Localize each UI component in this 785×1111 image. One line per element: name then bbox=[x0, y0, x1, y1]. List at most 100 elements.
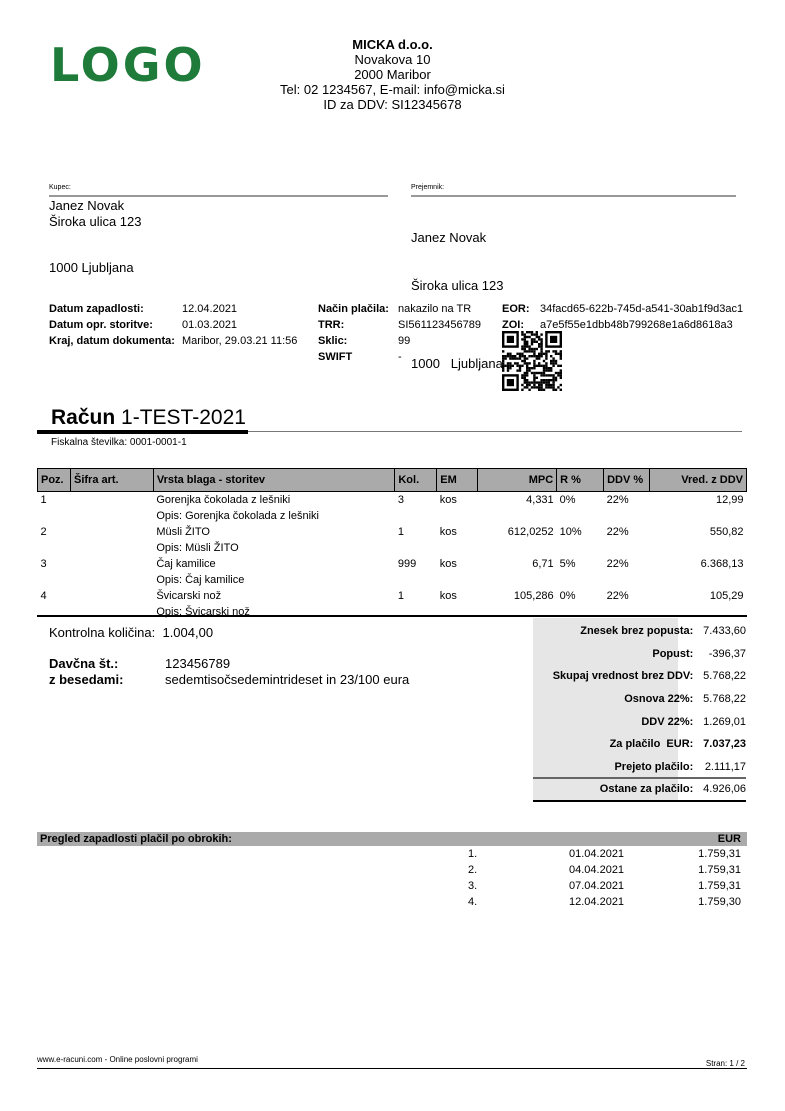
cell-mpc: 105,286 bbox=[513, 589, 554, 602]
service-date: 01.03.2021 bbox=[182, 319, 238, 331]
cell-em: kos bbox=[439, 493, 457, 506]
buyer-street: Široka ulica 123 bbox=[49, 214, 142, 229]
company-info: MICKA d.o.o. Novakova 10 2000 Maribor Te… bbox=[260, 37, 525, 112]
summary-background bbox=[533, 618, 678, 800]
cell-name: Švicarski nož bbox=[156, 589, 222, 602]
summary-value: 5.768,22 bbox=[703, 670, 746, 683]
zoi: a7e5f55e1dbb48b799268e1a6d8618a3 bbox=[540, 319, 733, 331]
buyer-divider bbox=[49, 195, 388, 197]
summary-row: Osnova 22%: 5.768,22 bbox=[533, 688, 746, 711]
summary-label: Prejeto plačilo: bbox=[614, 760, 694, 773]
tax-label: Davčna št.: bbox=[49, 656, 119, 671]
summary-value: 4.926,06 bbox=[703, 783, 746, 796]
qr-code-icon bbox=[502, 331, 562, 391]
summary-bottom-rule bbox=[533, 800, 746, 802]
installments-header: Pregled zapadlosti plačil po obrokih: EU… bbox=[37, 832, 747, 846]
company-vat: ID za DDV: SI12345678 bbox=[323, 97, 462, 112]
footer-divider bbox=[37, 1068, 747, 1069]
cell-name: Müsli ŽITO bbox=[156, 525, 210, 538]
summary-value: 2.111,17 bbox=[704, 760, 746, 773]
cell-description: Opis: Švicarski nož bbox=[156, 605, 250, 618]
installment-date: 04.04.2021 bbox=[569, 864, 625, 876]
header-value: Vred. z DDV bbox=[649, 468, 747, 492]
cell-poz: 4 bbox=[40, 589, 47, 602]
place-label: Kraj, datum dokumenta: bbox=[49, 335, 175, 347]
control-label: Kontrolna količina: bbox=[49, 625, 156, 640]
cell-ddv: 22% bbox=[606, 557, 629, 570]
cell-kol: 999 bbox=[397, 557, 417, 570]
cell-kol: 3 bbox=[397, 493, 404, 506]
header-em: EM bbox=[436, 468, 479, 492]
recipient-label: Prejemnik: bbox=[411, 184, 445, 191]
table-row: 3 Čaj kamilice 999 kos 6,71 5% 22% 6.368,13 bbox=[38, 556, 747, 572]
zoi-label: ZOI: bbox=[502, 319, 524, 331]
cell-sifra bbox=[70, 524, 153, 540]
cell-name: Gorenjka čokolada z lešniki bbox=[156, 493, 291, 506]
invoice-number: 1-TEST-2021 bbox=[121, 406, 246, 429]
installment-number: 4. bbox=[468, 896, 478, 908]
recipient-divider bbox=[411, 195, 736, 197]
table-header: Poz. Šifra art. Vrsta blaga - storitev K… bbox=[37, 468, 747, 492]
summary-label: Popust: bbox=[652, 647, 694, 660]
cell-description: Opis: Gorenjka čokolada z lešniki bbox=[156, 509, 319, 522]
eor: 34facd65-622b-745d-a541-30ab1f9d3ac1 bbox=[540, 303, 744, 315]
cell-r: 10% bbox=[559, 525, 582, 538]
table-row: 2 Müsli ŽITO 1 kos 612,0252 10% 22% 550,82 bbox=[38, 524, 747, 540]
cell-ddv: 22% bbox=[606, 525, 629, 538]
cell-ddv: 22% bbox=[606, 493, 629, 506]
recipient-street: Široka ulica 123 bbox=[411, 278, 504, 293]
cell-em: kos bbox=[439, 589, 457, 602]
meta-labels-2: Način plačila: TRR: Sklic: SWIFT bbox=[318, 301, 389, 365]
installments: Pregled zapadlosti plačil po obrokih: EU… bbox=[37, 832, 747, 912]
installment-row: 3. 07.04.2021 1.759,31 bbox=[37, 880, 747, 896]
summary-row: Prejeto plačilo: 2.111,17 bbox=[533, 756, 746, 779]
cell-name: Čaj kamilice bbox=[156, 557, 216, 570]
cell-mpc: 6,71 bbox=[532, 557, 554, 570]
cell-mpc: 612,0252 bbox=[507, 525, 554, 538]
cell-value: 6.368,13 bbox=[700, 557, 744, 570]
invoice-label: Račun bbox=[51, 406, 116, 429]
installment-amount: 1.759,31 bbox=[698, 880, 741, 892]
header-vrsta: Vrsta blaga - storitev bbox=[152, 468, 396, 492]
installment-amount: 1.759,30 bbox=[698, 896, 741, 908]
cell-description: Opis: Čaj kamilice bbox=[156, 573, 245, 586]
table-row-description: Opis: Müsli ŽITO bbox=[38, 540, 747, 556]
recipient-city: 1000 Ljubljana bbox=[411, 356, 503, 371]
installments-title: Pregled zapadlosti plačil po obrokih: bbox=[40, 833, 232, 845]
title-divider bbox=[248, 431, 742, 432]
meta-values-3: 34facd65-622b-745d-a541-30ab1f9d3ac1 a7e… bbox=[540, 301, 743, 333]
cell-poz: 3 bbox=[40, 557, 47, 570]
summary-label: Osnova 22%: bbox=[624, 693, 694, 706]
summary-table: Znesek brez popusta: 7.433,60 Popust: -396,… bbox=[533, 620, 746, 801]
reference: 99 bbox=[398, 335, 411, 347]
items-table: Poz. Šifra art. Vrsta blaga - storitev K… bbox=[37, 468, 747, 620]
cell-r: 5% bbox=[559, 557, 576, 570]
cell-kol: 1 bbox=[397, 589, 404, 602]
table-row-description: Opis: Gorenjka čokolada z lešniki bbox=[38, 508, 747, 524]
summary-row: Skupaj vrednost brez DDV: 5.768,22 bbox=[533, 665, 746, 688]
cell-em: kos bbox=[439, 557, 457, 570]
summary-row: Znesek brez popusta: 7.433,60 bbox=[533, 620, 746, 643]
swift: - bbox=[398, 351, 402, 363]
amount-in-words: sedemtisočsedemintrideset in 23/100 eura bbox=[165, 672, 410, 687]
summary-label: DDV 22%: bbox=[641, 715, 694, 728]
title-underline bbox=[37, 430, 248, 434]
eor-label: EOR: bbox=[502, 303, 530, 315]
installment-amount: 1.759,31 bbox=[698, 864, 741, 876]
ref-label: Sklic: bbox=[318, 335, 348, 347]
cell-mpc: 4,331 bbox=[526, 493, 554, 506]
meta-labels-1: Datum zapadlosti: Datum opr. storitve: K… bbox=[49, 301, 175, 349]
cell-sifra bbox=[70, 556, 153, 572]
recipient-address: Janez Novak Široka ulica 123 1000 Ljublj… bbox=[411, 198, 504, 388]
summary-row: Popust: -396,37 bbox=[533, 643, 746, 666]
words-label: z besedami: bbox=[49, 672, 124, 687]
installment-number: 1. bbox=[468, 848, 478, 860]
tax-labels: Davčna št.: z besedami: bbox=[49, 656, 123, 688]
meta-labels-3: EOR: ZOI: bbox=[502, 301, 530, 333]
header-r: R % bbox=[556, 468, 605, 492]
header-sifra: Šifra art. bbox=[69, 468, 154, 492]
tax-values: 123456789 sedemtisočsedemintrideset in 2… bbox=[165, 656, 409, 688]
summary-row: DDV 22%: 1.269,01 bbox=[533, 710, 746, 733]
buyer-city: 1000 Ljubljana bbox=[49, 260, 134, 275]
tax-number: 123456789 bbox=[165, 656, 231, 671]
